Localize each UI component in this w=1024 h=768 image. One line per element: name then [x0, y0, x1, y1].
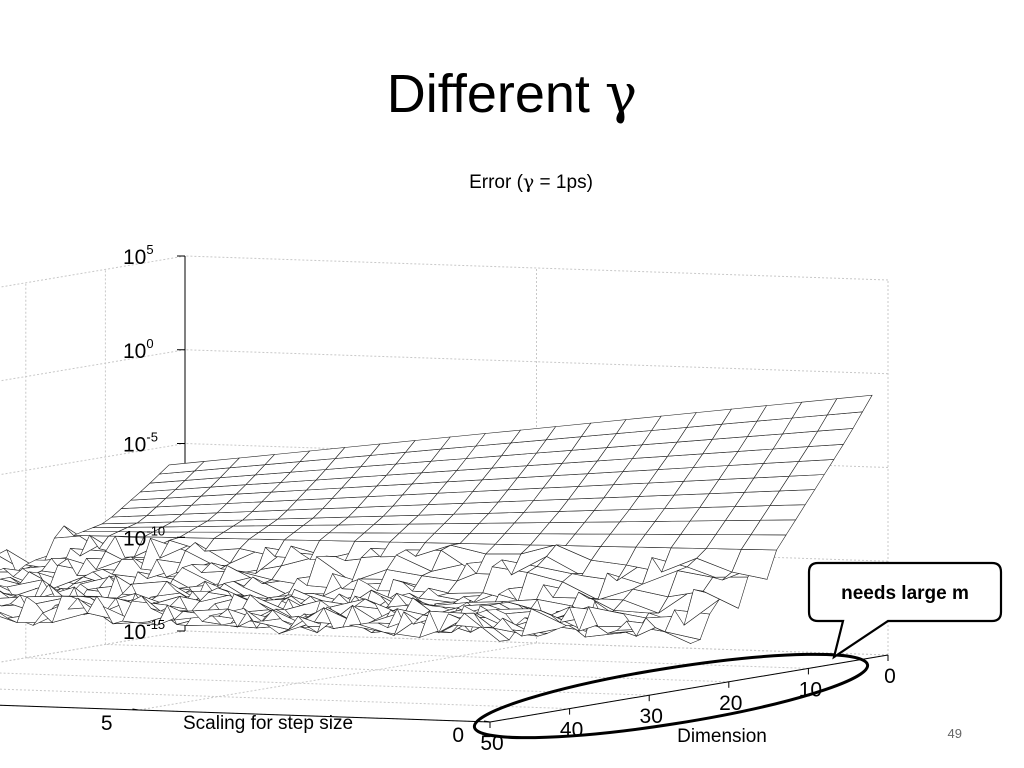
slide-title: Different γ [0, 62, 1024, 125]
y-tick-mark [483, 720, 491, 723]
z-tick-label: 105 [123, 242, 154, 269]
y-tick-label: 5 [101, 712, 113, 735]
gamma-symbol: γ [604, 62, 638, 125]
y-tick-mark [132, 708, 139, 711]
callout-text: needs large m [841, 583, 969, 604]
dimension-highlight-ellipse [472, 652, 870, 740]
z-tick-label: 10-5 [123, 430, 158, 457]
x-tick-label: 40 [560, 719, 583, 742]
grid-line [184, 630, 889, 656]
grid-line [138, 642, 537, 711]
page-number: 49 [947, 726, 962, 741]
callout-bubble [807, 561, 1003, 660]
grid-line [0, 255, 186, 288]
error-surface [0, 394, 873, 645]
slide-title-text: Different [386, 64, 590, 124]
z-tick-label: 10-10 [123, 523, 165, 550]
grid-line [184, 255, 889, 281]
x-axis-line [489, 654, 889, 723]
x-tick-label: 30 [640, 705, 663, 728]
grid-line [184, 349, 889, 375]
x-tick-label: 0 [884, 665, 896, 688]
y-axis-label: Scaling for step size [183, 713, 353, 734]
surface-cell [826, 394, 873, 416]
grid-line [0, 688, 570, 710]
chart-title: Error (γ = 1ps) [469, 171, 593, 193]
x-axis-label: Dimension [677, 726, 767, 747]
grid-line [0, 672, 650, 696]
grid-line [0, 630, 186, 663]
x-tick-label: 20 [719, 692, 742, 715]
grid-line [0, 630, 186, 663]
grid-line [0, 349, 186, 382]
z-tick-label: 100 [123, 336, 154, 363]
z-tick-label: 10-15 [123, 617, 165, 644]
y-tick-label: 0 [452, 724, 464, 747]
z-tick-labels: 105 100 10-5 10-10 10-15 [123, 242, 185, 644]
